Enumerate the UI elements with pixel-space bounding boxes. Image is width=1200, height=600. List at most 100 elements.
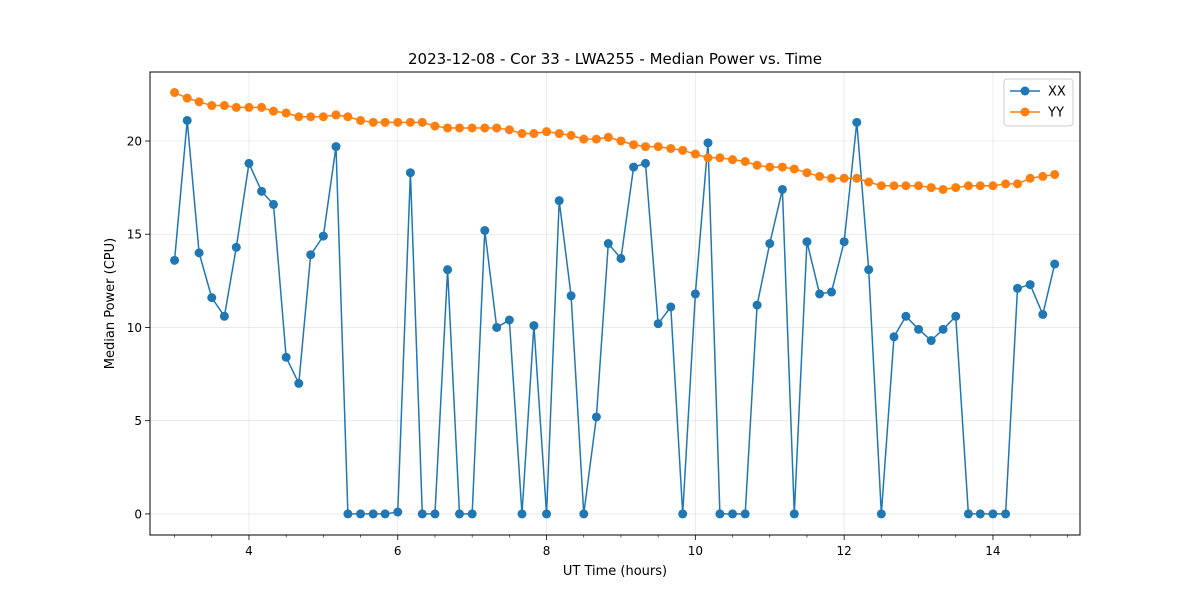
data-point-xx <box>963 509 973 519</box>
data-point-yy <box>1038 171 1048 181</box>
legend-label-yy: YY <box>1047 106 1064 121</box>
data-point-xx <box>914 324 924 334</box>
data-point-xx <box>1013 283 1022 293</box>
data-point-yy <box>802 168 812 178</box>
data-point-yy <box>244 102 254 112</box>
data-point-xx <box>988 509 998 519</box>
plot-area-frame <box>149 71 1081 536</box>
data-point-xx <box>1050 259 1060 269</box>
data-point-yy <box>777 162 787 172</box>
y-tick-label: 15 <box>127 228 142 242</box>
data-point-xx <box>765 239 775 249</box>
data-point-xx <box>876 509 886 519</box>
y-tick-label: 10 <box>127 321 142 335</box>
data-point-yy <box>393 117 403 127</box>
data-point-yy <box>194 97 204 107</box>
data-point-xx <box>294 378 304 388</box>
data-point-xx <box>207 293 217 303</box>
data-point-xx <box>926 336 936 346</box>
plot-series <box>170 88 1060 519</box>
data-point-yy <box>603 132 613 142</box>
data-point-xx <box>666 302 676 312</box>
data-point-yy <box>380 117 390 127</box>
data-point-yy <box>715 153 725 163</box>
data-point-xx <box>703 138 713 148</box>
data-point-yy <box>641 142 650 152</box>
data-point-xx <box>864 265 874 275</box>
data-point-xx <box>839 237 849 247</box>
data-point-xx <box>554 196 564 206</box>
data-point-xx <box>777 184 787 194</box>
data-point-yy <box>257 102 267 112</box>
data-point-yy <box>666 143 676 153</box>
data-point-xx <box>269 199 278 209</box>
data-point-yy <box>542 127 552 137</box>
data-point-yy <box>306 112 316 122</box>
data-point-yy <box>889 181 899 191</box>
data-point-xx <box>331 142 341 152</box>
data-point-xx <box>542 509 552 519</box>
legend: XX YY <box>1003 78 1074 127</box>
data-point-xx <box>690 289 700 299</box>
data-point-yy <box>417 117 427 127</box>
data-point-xx <box>194 248 204 258</box>
data-point-xx <box>244 158 254 168</box>
data-point-xx <box>678 509 688 519</box>
data-point-yy <box>864 177 874 187</box>
data-point-yy <box>504 125 514 135</box>
legend-label-xx: XX <box>1048 85 1066 100</box>
data-point-xx <box>257 186 267 196</box>
legend-marker-yy <box>1020 107 1030 117</box>
data-point-yy <box>938 184 948 194</box>
data-point-xx <box>455 509 464 519</box>
data-point-xx <box>467 509 477 519</box>
data-point-yy <box>480 123 490 133</box>
x-tick-label: 10 <box>688 544 703 558</box>
data-point-xx <box>380 509 390 519</box>
data-point-yy <box>752 160 762 170</box>
data-point-xx <box>740 509 750 519</box>
data-point-xx <box>517 509 527 519</box>
data-point-xx <box>318 231 328 241</box>
x-tick-label: 6 <box>394 544 402 558</box>
data-point-xx <box>480 226 490 235</box>
data-point-xx <box>368 509 378 519</box>
data-point-xx <box>343 509 353 519</box>
x-tick-label: 8 <box>543 544 551 558</box>
data-point-xx <box>430 509 440 519</box>
data-point-xx <box>802 237 812 247</box>
data-point-xx <box>815 289 825 299</box>
data-point-xx <box>641 158 650 168</box>
data-point-yy <box>170 88 180 98</box>
data-point-yy <box>789 164 799 174</box>
data-point-xx <box>231 242 241 252</box>
data-point-xx <box>504 315 514 325</box>
data-point-yy <box>852 173 862 183</box>
data-point-yy <box>281 108 291 118</box>
data-point-xx <box>591 412 601 422</box>
x-tick-label: 4 <box>245 544 253 558</box>
data-point-xx <box>443 265 453 275</box>
y-tick-label: 20 <box>127 134 142 148</box>
data-point-yy <box>616 136 626 146</box>
data-point-yy <box>231 102 241 112</box>
y-axis-label: Median Power (CPU) <box>103 238 118 369</box>
x-axis-label: UT Time (hours) <box>563 564 667 579</box>
data-point-xx <box>938 324 948 334</box>
data-point-yy <box>566 130 576 140</box>
data-point-yy <box>839 173 849 183</box>
data-point-yy <box>815 171 825 181</box>
x-tick-label: 14 <box>985 544 1000 558</box>
data-point-yy <box>629 140 639 150</box>
data-point-yy <box>443 123 453 133</box>
chart-title: 2023-12-08 - Cor 33 - LWA255 - Median Po… <box>408 50 822 68</box>
data-point-xx <box>789 509 799 519</box>
data-point-yy <box>405 117 415 127</box>
data-point-yy <box>1050 170 1060 180</box>
data-point-xx <box>827 287 836 297</box>
data-point-yy <box>951 183 961 193</box>
data-point-yy <box>269 106 278 116</box>
data-point-yy <box>728 155 738 165</box>
data-point-xx <box>889 332 899 342</box>
data-point-xx <box>603 239 613 249</box>
